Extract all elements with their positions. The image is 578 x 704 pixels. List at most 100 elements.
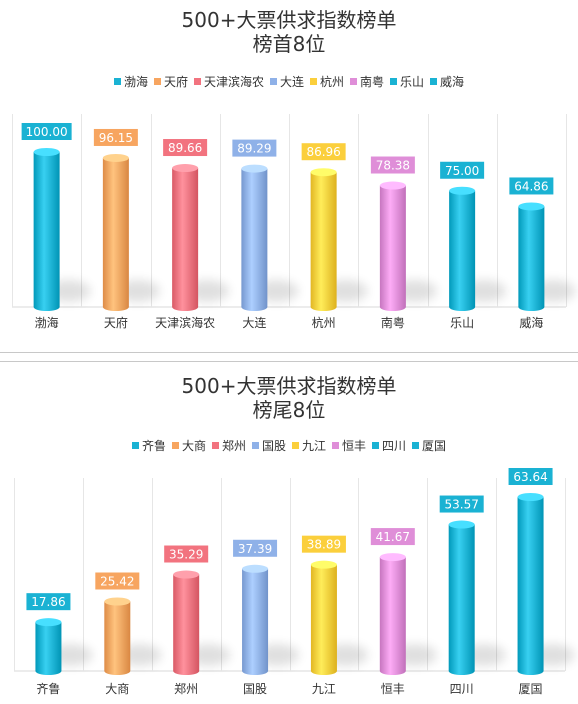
legend-item[interactable]: 恒丰 [332,437,366,454]
chart-title-line1: 500+大票供求指数榜单 [181,374,397,398]
data-label: 89.66 [168,141,202,155]
data-label: 41.67 [376,530,410,544]
legend-label: 郑州 [221,439,246,453]
bar-cap [241,164,268,173]
category-label: 恒丰 [381,682,405,696]
data-label-box [26,593,71,611]
legend-label: 天府 [163,75,188,89]
bar-cap [242,564,269,573]
bar-cap [517,493,544,501]
legend-label: 九江 [302,439,327,453]
category-label: 厦国 [519,682,543,696]
bar-cap [379,553,406,562]
data-label: 38.89 [307,538,341,552]
legend-label: 威海 [440,75,465,89]
legend-label: 四川 [382,439,407,453]
legend-swatch [292,442,299,449]
legend-item[interactable]: 威海 [430,73,464,90]
legend-item[interactable]: 齐鲁 [131,437,166,454]
chart-title: 500+大票供求指数榜单 榜首8位 [0,8,578,56]
legend-item[interactable]: 乐山 [390,73,424,90]
data-label-box [93,128,138,146]
bar[interactable] [310,172,337,311]
data-label: 75.00 [445,164,479,178]
bar[interactable] [379,557,406,675]
legend-swatch [372,442,380,449]
legend-item[interactable]: 九江 [292,437,326,454]
legend-label: 南粤 [360,75,385,89]
chart-title-line1: 500+大票供求指数榜单 [181,8,397,32]
legend-label: 厦国 [422,439,447,453]
bar-cap [379,181,406,190]
data-label-box [301,143,346,161]
legend-item[interactable]: 郑州 [211,437,246,454]
category-label: 大商 [105,681,129,696]
bar[interactable] [310,564,337,675]
data-label: 96.15 [99,131,133,145]
legend-swatch [211,442,219,449]
data-label-box [370,528,415,546]
legend-item[interactable]: 大连 [269,73,304,90]
bar[interactable] [517,497,544,675]
legend-item[interactable]: 南粤 [350,73,384,90]
category-label: 威海 [519,315,543,330]
data-label: 53.57 [445,498,479,512]
legend-label: 杭州 [320,75,345,89]
chart-legend[interactable]: 渤海 天府 天津滨海农 大连 杭州 南粤 乐山 威海 [0,73,578,90]
category-label: 渤海 [35,315,59,330]
bar[interactable] [518,206,545,311]
legend-item[interactable]: 渤海 [113,73,148,90]
bar-cap [104,597,131,606]
legend-item[interactable]: 厦国 [412,437,446,454]
data-label-box [233,539,278,557]
bar-cap [33,148,60,156]
legend-item[interactable]: 大商 [171,437,206,454]
data-label-box [95,572,140,590]
bar[interactable] [35,622,62,675]
category-label: 郑州 [174,681,198,696]
data-label: 86.96 [306,145,340,159]
legend-swatch [269,78,277,85]
category-label: 天府 [104,315,128,330]
bar[interactable] [172,168,199,311]
legend-item[interactable]: 天府 [153,73,188,90]
chart-legend[interactable]: 齐鲁 大商 郑州 国股 九江 恒丰 四川 厦国 [0,437,578,454]
bar[interactable] [104,601,131,675]
bar[interactable] [449,190,476,311]
legend-swatch [430,78,438,85]
data-label: 100.00 [26,125,68,139]
chart-panel-top: 500+大票供求指数榜单 榜首8位 渤海 天府 天津滨海农 大连 杭州 南粤 乐山 威海 10… [0,8,578,330]
legend-item[interactable]: 杭州 [310,73,344,90]
chart-title: 500+大票供求指数榜单 榜尾8位 [0,374,578,422]
legend-label: 大商 [181,439,206,453]
legend-swatch [412,442,420,449]
legend-swatch [153,78,161,85]
bar[interactable] [102,157,129,311]
category-label: 乐山 [450,316,474,330]
category-label: 天津滨海农 [155,315,215,330]
data-label: 17.86 [31,595,65,609]
legend-item[interactable]: 天津滨海农 [193,73,264,90]
legend-label: 天津滨海农 [203,75,264,89]
data-label: 37.39 [238,542,272,556]
data-label: 64.86 [514,179,548,193]
panel-divider [0,352,578,362]
bar[interactable] [242,568,269,675]
category-label: 大连 [242,315,266,330]
bar[interactable] [173,574,200,675]
bar-chart-top: 100.00 渤海 96.15 天府 89.66 天津滨海农 89.29 大连 86.96 杭州 7… [12,114,576,330]
category-label: 国股 [243,682,267,696]
legend-label: 乐山 [400,75,425,89]
legend-label: 渤海 [123,75,148,89]
bar-cap [172,164,199,173]
data-label-box [232,139,277,157]
bar[interactable] [241,168,268,311]
data-label: 78.38 [376,159,410,173]
legend-item[interactable]: 四川 [372,437,406,454]
bar-cap [448,520,475,529]
bar[interactable] [448,524,475,675]
bar[interactable] [33,152,60,311]
bar[interactable] [379,185,406,311]
legend-swatch [251,442,259,449]
legend-item[interactable]: 国股 [251,437,286,454]
